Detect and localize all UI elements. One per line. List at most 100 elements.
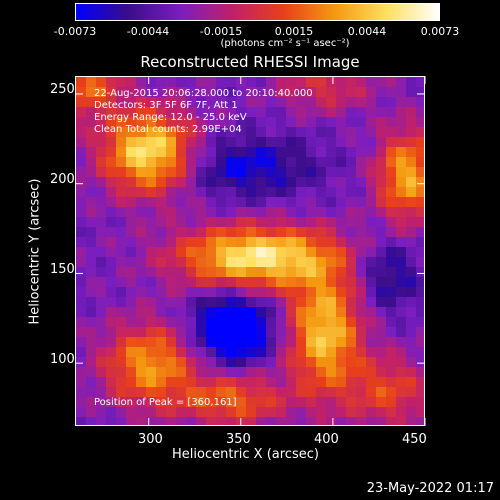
- colorbar-units: (photons cm⁻² s⁻¹ asec⁻²): [220, 38, 350, 49]
- heatmap-cell: [166, 397, 177, 408]
- heatmap-cell: [336, 227, 347, 238]
- heatmap-cell: [186, 197, 197, 208]
- heatmap-cell: [396, 207, 407, 218]
- heatmap-cell: [156, 227, 167, 238]
- heatmap-cell: [406, 147, 417, 158]
- heatmap-cell: [326, 97, 337, 108]
- heatmap-cell: [346, 187, 357, 198]
- x-axis-title: Heliocentric X (arcsec): [172, 447, 319, 462]
- heatmap-cell: [416, 417, 424, 425]
- heatmap-cell: [216, 147, 227, 158]
- heatmap-cell: [296, 347, 307, 358]
- heatmap-cell: [186, 287, 197, 298]
- heatmap-cell: [366, 197, 377, 208]
- heatmap-cell: [316, 87, 327, 98]
- heatmap-cell: [246, 347, 257, 358]
- heatmap-cell: [76, 197, 87, 208]
- heatmap-cell: [146, 317, 157, 328]
- heatmap-cell: [96, 307, 107, 318]
- heatmap-cell: [416, 167, 424, 178]
- heatmap-cell: [246, 177, 257, 188]
- heatmap-cell: [126, 207, 137, 218]
- heatmap-cell: [186, 407, 197, 418]
- heatmap-cell: [266, 277, 277, 288]
- heatmap-cell: [76, 217, 87, 228]
- heatmap-cell: [126, 197, 137, 208]
- heatmap-cell: [216, 167, 227, 178]
- heatmap-cell: [166, 277, 177, 288]
- heatmap-cell: [106, 357, 117, 368]
- heatmap-cell: [376, 117, 387, 128]
- heatmap-cell: [216, 157, 227, 168]
- heatmap-cell: [86, 357, 97, 368]
- heatmap-cell: [346, 357, 357, 368]
- heatmap-cell: [416, 297, 424, 308]
- heatmap-cell: [86, 77, 97, 88]
- heatmap-cell: [326, 167, 337, 178]
- heatmap-cell: [416, 367, 424, 378]
- heatmap-cell: [376, 347, 387, 358]
- heatmap-cell: [146, 377, 157, 388]
- heatmap-cell: [316, 307, 327, 318]
- heatmap-cell: [366, 307, 377, 318]
- heatmap-cell: [186, 247, 197, 258]
- heatmap-cell: [296, 177, 307, 188]
- heatmap-cell: [76, 157, 87, 168]
- heatmap-cell: [396, 227, 407, 238]
- heatmap-cell: [406, 157, 417, 168]
- heatmap-cell: [266, 197, 277, 208]
- heatmap-cell: [96, 327, 107, 338]
- heatmap-cell: [266, 167, 277, 178]
- heatmap-cell: [356, 227, 367, 238]
- heatmap-cell: [366, 397, 377, 408]
- heatmap-cell: [246, 147, 257, 158]
- heatmap-cell: [316, 297, 327, 308]
- heatmap-cell: [146, 197, 157, 208]
- heatmap-cell: [216, 177, 227, 188]
- heatmap-cell: [196, 267, 207, 278]
- heatmap-cell: [336, 357, 347, 368]
- heatmap-cell: [336, 107, 347, 118]
- heatmap-cell: [386, 327, 397, 338]
- heatmap-cell: [376, 207, 387, 218]
- y-tick-label: 150: [50, 262, 75, 277]
- heatmap-cell: [326, 337, 337, 348]
- heatmap-cell: [366, 147, 377, 158]
- heatmap-cell: [326, 227, 337, 238]
- heatmap-cell: [396, 337, 407, 348]
- heatmap-cell: [96, 157, 107, 168]
- heatmap-cell: [406, 327, 417, 338]
- heatmap-cell: [86, 187, 97, 198]
- heatmap-cell: [136, 157, 147, 168]
- heatmap-cell: [206, 337, 217, 348]
- heatmap-cell: [206, 137, 217, 148]
- heatmap-cell: [216, 217, 227, 228]
- heatmap-cell: [116, 347, 127, 358]
- heatmap-cell: [296, 277, 307, 288]
- heatmap-cell: [286, 107, 297, 118]
- heatmap-cell: [356, 347, 367, 358]
- heatmap-cell: [156, 317, 167, 328]
- heatmap-cell: [316, 147, 327, 158]
- heatmap-cell: [346, 167, 357, 178]
- heatmap-cell: [156, 287, 167, 298]
- heatmap-cell: [86, 337, 97, 348]
- heatmap-cell: [106, 267, 117, 278]
- heatmap-cell: [226, 217, 237, 228]
- heatmap-cell: [356, 287, 367, 298]
- heatmap-cell: [306, 157, 317, 168]
- heatmap-cell: [146, 237, 157, 248]
- heatmap-cell: [316, 137, 327, 148]
- heatmap-cell: [306, 137, 317, 148]
- colorbar-tick-label: 0.0073: [420, 25, 460, 38]
- heatmap-cell: [236, 167, 247, 178]
- heatmap-cell: [326, 157, 337, 168]
- heatmap-cell: [276, 387, 287, 398]
- heatmap-cell: [376, 377, 387, 388]
- heatmap-cell: [316, 397, 327, 408]
- heatmap-cell: [236, 317, 247, 328]
- heatmap-cell: [126, 387, 137, 398]
- heatmap-cell: [196, 177, 207, 188]
- heatmap-cell: [346, 97, 357, 108]
- heatmap-cell: [396, 247, 407, 258]
